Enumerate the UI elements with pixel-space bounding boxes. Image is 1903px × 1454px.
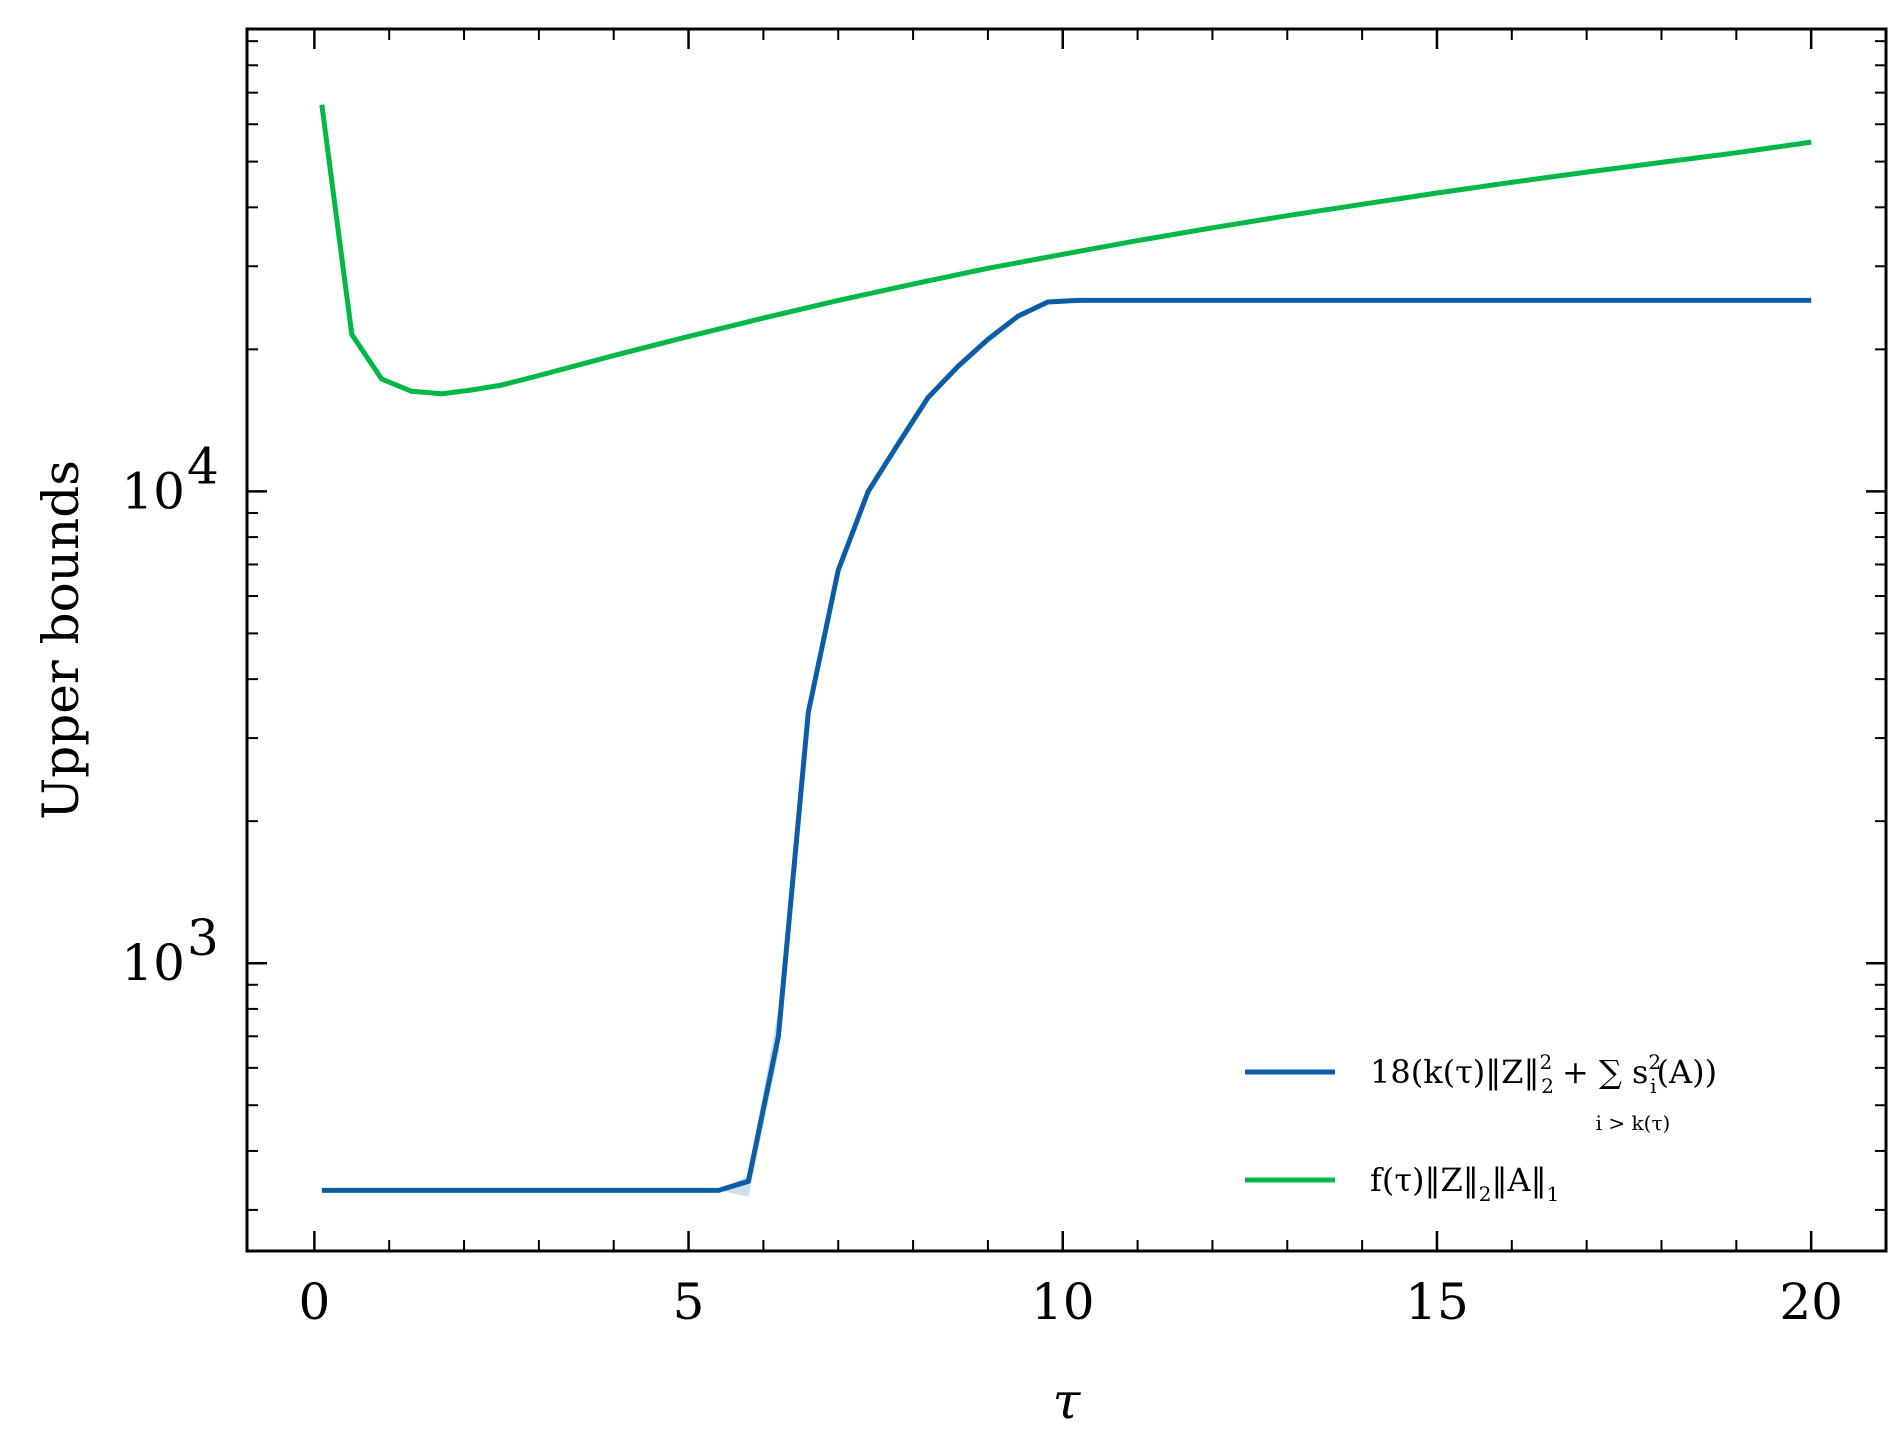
legend-sum-subscript: i > k(τ): [1596, 1111, 1671, 1135]
y-tick-label-exponent: 3: [187, 909, 219, 967]
y-tick-label: 10: [121, 462, 185, 520]
legend-label-blue-sub2: i: [1650, 1074, 1656, 1098]
x-tick-label: 15: [1405, 1273, 1469, 1331]
x-tick-label: 5: [673, 1273, 705, 1331]
y-axis-label: Upper bounds: [32, 460, 90, 820]
series-layer: [319, 104, 1812, 1193]
legend-label-blue-tail: (A)): [1657, 1053, 1718, 1091]
y-tick-label-exponent: 4: [187, 437, 219, 495]
legend-label-blue-sup1: 2: [1540, 1050, 1553, 1074]
legend-label-green-sub2: 1: [1547, 1182, 1560, 1206]
legend-label-blue-sup2: 2: [1648, 1050, 1661, 1074]
legend-label-blue-main: 18(k(τ)‖Z‖: [1370, 1053, 1540, 1091]
legend-label-green-sub1: 2: [1479, 1182, 1492, 1206]
legend-label-blue-rest: + ∑ s: [1562, 1053, 1648, 1091]
series-line-green: [319, 104, 1812, 397]
legend-label-green-mid: ‖A‖: [1491, 1161, 1546, 1199]
x-tick-label: 10: [1031, 1273, 1095, 1331]
ticks-layer: [247, 29, 1887, 1251]
x-axis-label: τ: [1053, 1372, 1082, 1430]
legend-label-green-main: f(τ)‖Z‖: [1370, 1161, 1479, 1199]
legend-label-green: f(τ)‖Z‖2‖A‖1: [1370, 1161, 1559, 1206]
x-tick-label: 0: [298, 1273, 330, 1331]
legend: 18(k(τ)‖Z‖2 2 + ∑ s2 i(A)) i > k(τ) f(τ)‖Z‖…: [1245, 1050, 1717, 1206]
series-line-blue: [321, 297, 1812, 1193]
plot-frame: [245, 27, 1888, 1253]
legend-label-blue: 18(k(τ)‖Z‖2 2 + ∑ s2 i(A)): [1370, 1050, 1717, 1098]
legend-label-blue-sub1: 2: [1541, 1074, 1554, 1098]
x-tick-label: 20: [1779, 1273, 1843, 1331]
y-tick-label: 10: [121, 934, 185, 992]
